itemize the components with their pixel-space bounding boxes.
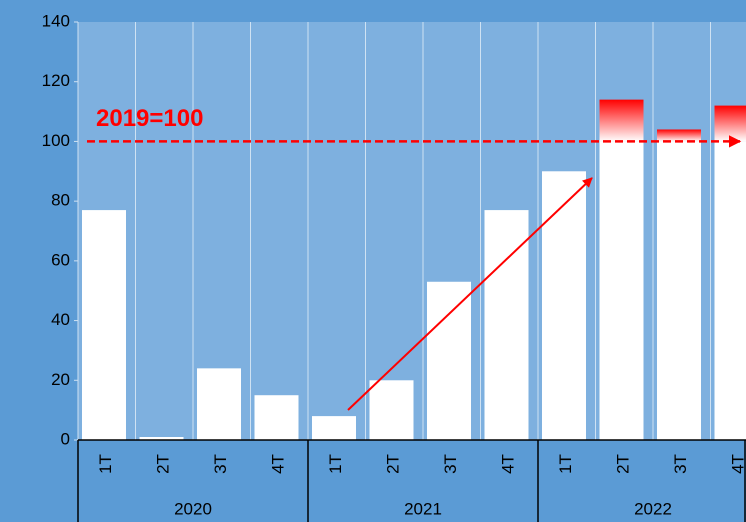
bar	[714, 141, 746, 440]
group-label: 2020	[174, 499, 212, 518]
y-tick-label: 100	[42, 131, 70, 150]
x-tick-label: 2T	[154, 454, 173, 474]
x-tick-label: 1T	[96, 454, 115, 474]
y-tick-label: 120	[42, 71, 70, 90]
reference-label: 2019=100	[96, 105, 203, 132]
x-tick-label: 1T	[326, 454, 345, 474]
trend-arrow	[347, 177, 593, 411]
bar	[82, 210, 126, 440]
bar-excess	[714, 105, 746, 142]
x-tick-label: 4T	[729, 454, 746, 474]
y-tick-label: 140	[42, 11, 70, 30]
x-tick-label: 1T	[556, 454, 575, 474]
plot-area	[78, 22, 746, 440]
bar	[139, 437, 184, 440]
x-tick-label: 3T	[671, 454, 690, 474]
bar	[484, 210, 529, 440]
bar	[312, 416, 356, 440]
bar	[599, 141, 644, 440]
x-tick-label: 2T	[384, 454, 403, 474]
bar	[197, 368, 241, 440]
bar	[369, 380, 414, 440]
x-tick-label: 2T	[614, 454, 633, 474]
x-tick-label: 3T	[211, 454, 230, 474]
bar	[657, 141, 701, 440]
bar-excess	[599, 99, 644, 142]
x-tick-label: 4T	[269, 454, 288, 474]
group-label: 2022	[634, 499, 672, 518]
y-tick-label: 80	[51, 191, 70, 210]
y-tick-label: 20	[51, 370, 70, 389]
y-tick-label: 60	[51, 250, 70, 269]
x-tick-label: 3T	[441, 454, 460, 474]
bar-excess	[657, 129, 701, 142]
bar	[427, 281, 471, 440]
group-label: 2021	[404, 499, 442, 518]
bar	[542, 171, 586, 441]
x-tick-label: 4T	[499, 454, 518, 474]
bar	[254, 395, 299, 440]
y-tick-label: 40	[51, 310, 70, 329]
y-tick-label: 0	[61, 429, 70, 448]
